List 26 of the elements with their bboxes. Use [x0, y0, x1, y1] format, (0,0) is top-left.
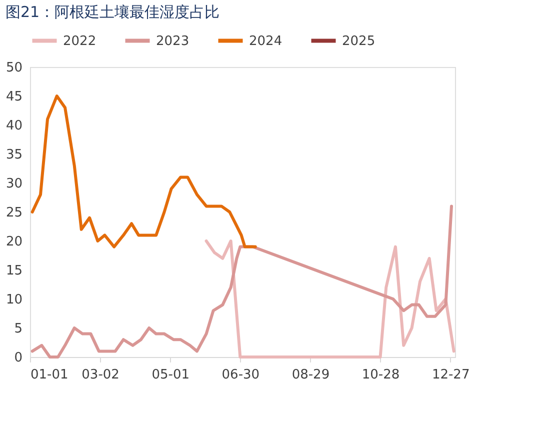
line-series [204, 240, 456, 358]
legend-label: 2022 [63, 34, 96, 49]
x-tick-label: 03-02 [82, 368, 120, 382]
y-tick-label: 35 [6, 148, 22, 162]
y-tick-label: 0 [14, 350, 22, 366]
line-series [30, 94, 257, 248]
y-tick-label: 10 [6, 292, 22, 308]
x-tick-label: 12-27 [432, 368, 470, 382]
line-series [30, 204, 453, 358]
x-tick-label: 05-01 [152, 368, 190, 382]
x-tick-label: 10-28 [362, 368, 400, 382]
chart-title: 图21：阿根廷土壤最佳湿度占比 [5, 3, 220, 21]
y-tick-label: 5 [14, 322, 22, 336]
y-tick-label: 45 [6, 90, 22, 104]
y-tick-label: 25 [6, 206, 22, 220]
x-tick-label: 01-01 [30, 368, 68, 382]
y-tick-label: 40 [6, 118, 22, 134]
x-tick-label: 08-29 [292, 368, 330, 382]
y-tick-label: 50 [6, 60, 22, 76]
y-tick-label: 20 [6, 234, 22, 250]
x-tick-label: 06-30 [222, 368, 260, 382]
legend-label: 2023 [156, 34, 190, 49]
legend-label: 2024 [249, 34, 282, 49]
legend-label: 2025 [342, 34, 376, 49]
y-tick-label: 30 [6, 176, 22, 192]
y-tick-label: 15 [6, 264, 22, 278]
